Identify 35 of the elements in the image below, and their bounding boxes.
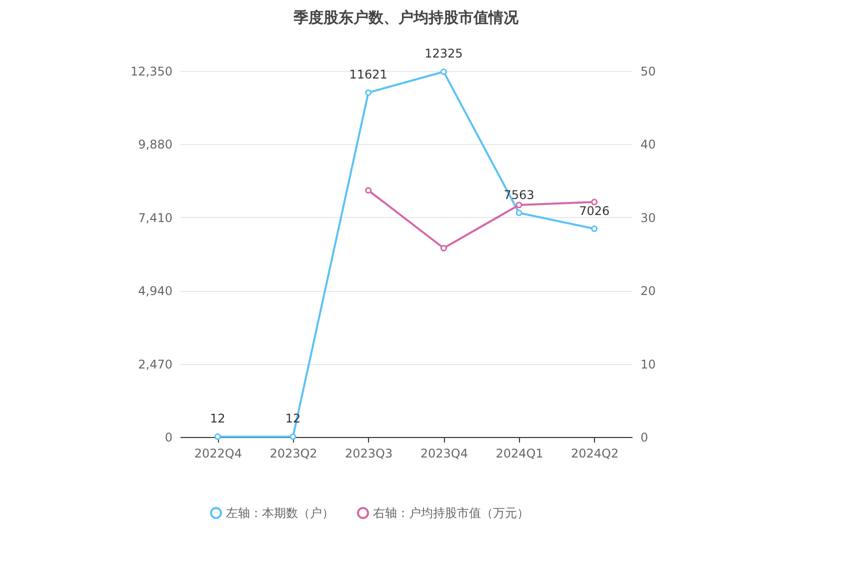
data-label: 12	[210, 412, 226, 426]
y-tick-label: 12,350	[130, 64, 172, 78]
x-tick-label: 2023Q2	[270, 446, 318, 460]
data-label: 12325	[424, 46, 463, 61]
x-tick-label: 2024Q1	[496, 446, 544, 460]
chart-title: 季度股东户数、户均持股市值情况	[292, 8, 520, 27]
data-label: 7026	[579, 204, 610, 218]
x-tick-label: 2023Q3	[345, 446, 393, 460]
y-tick-label: 4,940	[138, 284, 172, 298]
point	[365, 187, 372, 194]
point	[516, 210, 522, 216]
point	[290, 433, 296, 440]
x-tick-label: 2024Q2	[571, 446, 619, 460]
y2-tick-label: 30	[640, 210, 656, 225]
y-tick-label: 9,880	[138, 138, 172, 152]
legend-label: 右轴：户均持股市值（万元）	[373, 506, 529, 520]
point	[591, 198, 598, 206]
y-tick-label: 0	[164, 430, 172, 444]
y2-tick-label: 40	[640, 138, 656, 152]
point	[591, 226, 598, 232]
y2-tick-label: 10	[640, 357, 656, 372]
x-tick-label: 2023Q4	[420, 446, 468, 460]
y2-tick-label: 50	[640, 64, 656, 78]
point	[516, 202, 522, 208]
point	[214, 433, 221, 440]
y2-tick-label: 0	[640, 430, 648, 444]
data-label: 11621	[349, 68, 388, 82]
y-tick-label: 2,470	[138, 357, 172, 372]
y2-tick-label: 20	[640, 284, 656, 298]
point	[440, 244, 447, 252]
y-tick-label: 7,410	[138, 210, 172, 225]
legend-label: 左轴：本期数（户）	[226, 506, 334, 520]
x-tick-label: 2022Q4	[194, 446, 242, 460]
point	[440, 68, 447, 75]
point	[365, 89, 372, 96]
